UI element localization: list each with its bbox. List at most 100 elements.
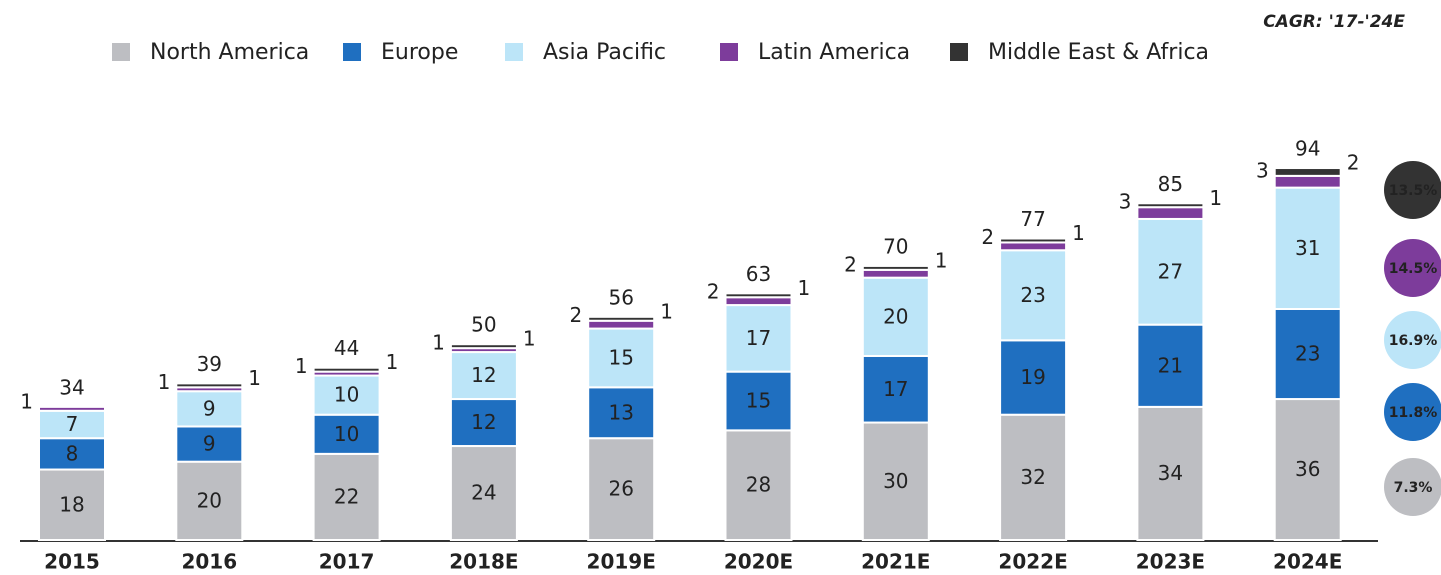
value-label: 2 [844,252,857,276]
x-tick-label: 2019E [587,550,656,574]
bar-segment [449,445,518,541]
value-label: 1 [248,366,261,390]
value-label: 1 [432,331,445,355]
value-label: 2 [569,303,582,327]
bar-segment [1136,405,1205,541]
value-label: 10 [334,422,359,446]
total-label: 56 [608,285,633,309]
value-label: 28 [746,473,771,497]
cagr-label: 7.3% [1394,480,1433,496]
x-tick-label: 2020E [724,550,793,574]
value-label: 23 [1020,283,1045,307]
bar-segment [175,460,244,541]
bar-segment [449,398,518,448]
value-label: 26 [608,477,633,501]
legend-label: Middle East & Africa [988,40,1209,65]
value-label: 1 [1209,186,1222,210]
total-label: 34 [59,375,84,399]
legend-swatch [112,43,130,61]
legend-label: Latin America [758,40,910,65]
bar-segment [312,413,381,455]
value-label: 27 [1158,259,1183,283]
value-label: 1 [1072,221,1085,245]
bar-segment [587,315,656,322]
value-label: 23 [1295,342,1320,366]
value-label: 36 [1295,457,1320,481]
bar-segment [999,339,1068,416]
total-label: 94 [1295,137,1320,161]
total-label: 63 [746,262,771,286]
bar-segment [449,351,518,401]
value-label: 34 [1158,461,1183,485]
bar-segment [175,382,244,389]
value-label: 8 [66,441,79,465]
cagr-label: 14.5% [1389,261,1438,277]
value-label: 17 [883,377,908,401]
value-label: 32 [1020,465,1045,489]
x-tick-label: 2018E [449,550,518,574]
bar-segment [1273,398,1342,541]
bar-segment [1136,202,1205,209]
bar-segment [724,296,793,307]
value-label: 9 [203,432,216,456]
bar-segment [587,319,656,330]
bar-segment [587,437,656,541]
x-tick-label: 2017 [319,550,375,574]
total-label: 85 [1158,172,1183,196]
value-label: 1 [20,389,33,413]
chart-title: CAGR: '17-'24E [1263,12,1405,32]
value-label: 21 [1158,353,1183,377]
legend-label: North America [150,40,309,65]
cagr-badge [1384,239,1441,297]
x-tick-label: 2016 [181,550,237,574]
bar-segment [861,421,930,541]
bar-segment [861,268,930,279]
bar-segment [175,425,244,463]
bar-segment [38,437,106,471]
bar-segment [38,468,106,541]
bar-segment [587,386,656,440]
bar-segment [312,366,381,373]
value-label: 22 [334,484,359,508]
bar-segment [449,343,518,350]
x-tick-label: 2023E [1136,550,1205,574]
total-label: 70 [883,234,908,258]
cagr-label: 13.5% [1389,183,1438,199]
value-label: 24 [471,481,496,505]
bar-segment [1273,186,1342,310]
bar-segment [175,390,244,428]
value-label: 1 [660,299,673,323]
value-label: 3 [1256,158,1269,182]
bar-segment [861,276,930,357]
x-tick-label: 2022E [998,550,1067,574]
bar-segment [1136,206,1205,220]
value-label: 20 [197,488,222,512]
legend-swatch [343,43,361,61]
value-label: 12 [471,363,496,387]
bar-segment [1273,167,1342,177]
legend-swatch [950,43,968,61]
value-label: 1 [158,370,171,394]
bar-segment [38,405,106,412]
bar-segment [1136,323,1205,408]
cagr-label: 16.9% [1389,333,1438,349]
value-label: 3 [1119,190,1132,214]
x-tick-label: 2021E [861,550,930,574]
value-label: 1 [798,276,811,300]
value-label: 1 [935,248,948,272]
value-label: 10 [334,383,359,407]
value-label: 12 [471,410,496,434]
value-label: 1 [386,350,399,374]
bar-segment [587,327,656,389]
value-label: 20 [883,304,908,328]
value-label: 1 [295,354,308,378]
legend-label: Asia Pacific [543,40,666,65]
value-label: 30 [883,469,908,493]
cagr-badge [1384,311,1441,369]
value-label: 2 [981,225,994,249]
value-label: 1 [523,327,536,351]
cagr-badge [1384,458,1441,516]
legend-label: Europe [381,40,458,65]
value-label: 17 [746,326,771,350]
bar-segment [1273,307,1342,401]
